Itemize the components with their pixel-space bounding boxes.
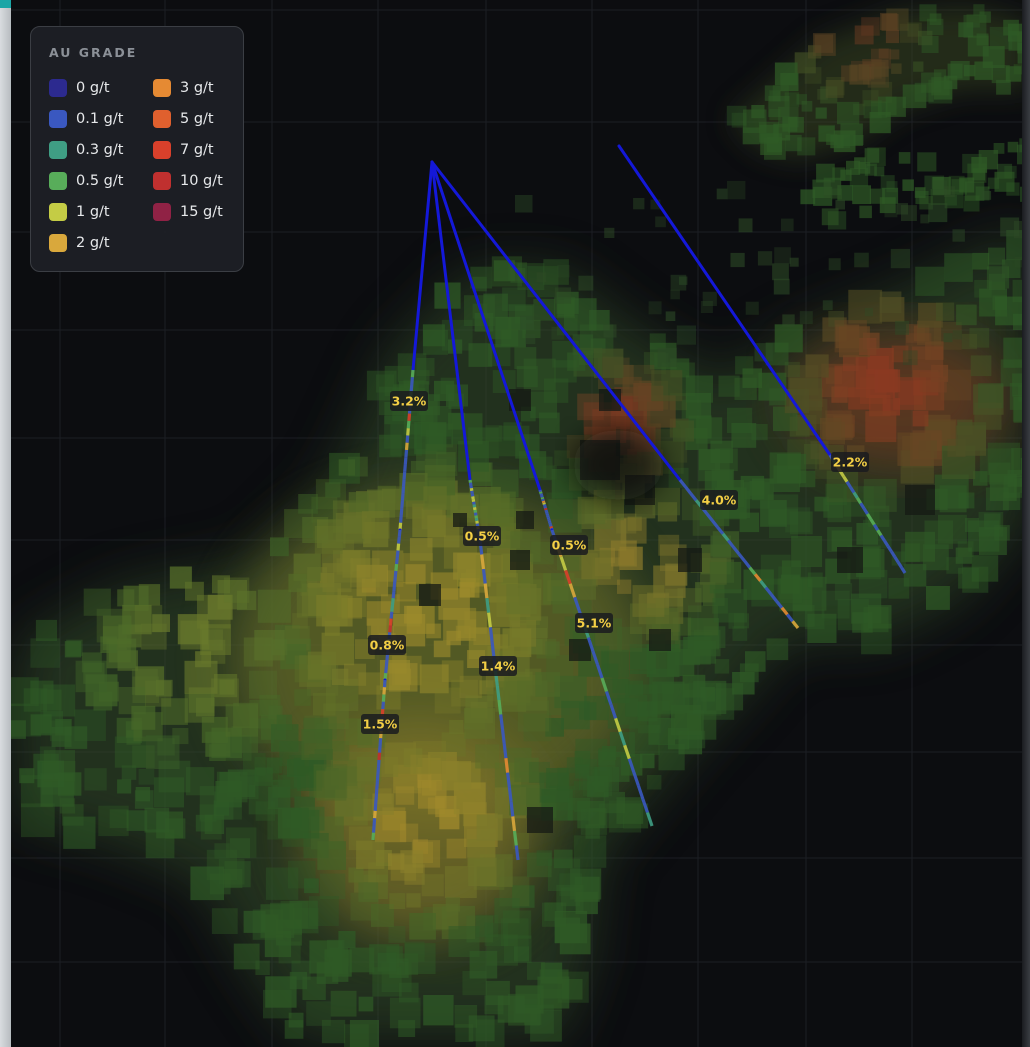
legend-swatch (153, 171, 171, 190)
legend-swatch (49, 140, 67, 159)
drillhole-label-text: 4.0% (702, 493, 737, 508)
legend-swatch (153, 109, 171, 128)
legend-item: 10 g/t (153, 165, 223, 196)
legend-item: 2 g/t (49, 227, 153, 258)
legend-item: 0.5 g/t (49, 165, 153, 196)
legend-swatch (49, 233, 67, 252)
legend-item: 15 g/t (153, 196, 223, 227)
legend-swatch (153, 202, 171, 221)
legend-label: 0 g/t (76, 79, 110, 96)
drillhole-label[interactable]: 1.4% (479, 656, 517, 676)
drillhole-label[interactable]: 5.1% (575, 613, 613, 633)
drillhole-label-text: 0.8% (370, 638, 405, 653)
drillhole-label-text: 5.1% (577, 616, 612, 631)
legend-label: 2 g/t (76, 234, 110, 251)
legend-label: 0.5 g/t (76, 172, 124, 189)
drillhole-label[interactable]: 2.2% (831, 452, 869, 472)
left-panel-accent (0, 0, 11, 8)
right-panel-edge (1022, 0, 1030, 1047)
drillhole-label-text: 1.5% (363, 717, 398, 732)
drillhole-label-text: 0.5% (465, 529, 500, 544)
drillhole-labels: 3.2% 0.8% 1.5% 0.5% 1.4% 0.5% 5.1% 4.0% 2.2% (361, 391, 869, 734)
drillhole-f[interactable] (430, 160, 554, 531)
drillhole-label[interactable]: 3.2% (390, 391, 428, 411)
legend-item: 0.1 g/t (49, 103, 153, 134)
legend-swatch (153, 78, 171, 97)
legend-label: 5 g/t (180, 110, 214, 127)
au-grade-legend: AU GRADE 0 g/t 0.1 g/t 0.3 g/t 0.5 g/t 1… (30, 26, 244, 272)
drillhole-label[interactable]: 1.5% (361, 714, 399, 734)
drillhole-label[interactable]: 0.8% (368, 635, 406, 655)
legend-label: 7 g/t (180, 141, 214, 158)
legend-title: AU GRADE (49, 45, 138, 60)
legend-swatch (49, 171, 67, 190)
legend-label: 3 g/t (180, 79, 214, 96)
legend-label: 0.1 g/t (76, 110, 124, 127)
legend-item: 7 g/t (153, 134, 223, 165)
legend-label: 15 g/t (180, 203, 223, 220)
drillhole-h[interactable] (430, 160, 800, 630)
legend-item: 1 g/t (49, 196, 153, 227)
legend-swatch (153, 140, 171, 159)
legend-label: 0.3 g/t (76, 141, 124, 158)
legend-item: 0 g/t (49, 72, 153, 103)
drillhole-label[interactable]: 0.5% (463, 526, 501, 546)
legend-item: 5 g/t (153, 103, 223, 134)
legend-swatch (49, 202, 67, 221)
drillhole-label[interactable]: 0.5% (550, 535, 588, 555)
drillhole-label-text: 3.2% (392, 394, 427, 409)
legend-swatch (49, 78, 67, 97)
legend-item: 0.3 g/t (49, 134, 153, 165)
drillhole-label[interactable]: 4.0% (700, 490, 738, 510)
legend-item: 3 g/t (153, 72, 223, 103)
drillhole-label-text: 2.2% (833, 455, 868, 470)
left-panel-edge (0, 0, 11, 1047)
drillhole-label-text: 0.5% (552, 538, 587, 553)
legend-swatch (49, 109, 67, 128)
drillhole-label-text: 1.4% (481, 659, 516, 674)
legend-label: 1 g/t (76, 203, 110, 220)
legend-label: 10 g/t (180, 172, 223, 189)
